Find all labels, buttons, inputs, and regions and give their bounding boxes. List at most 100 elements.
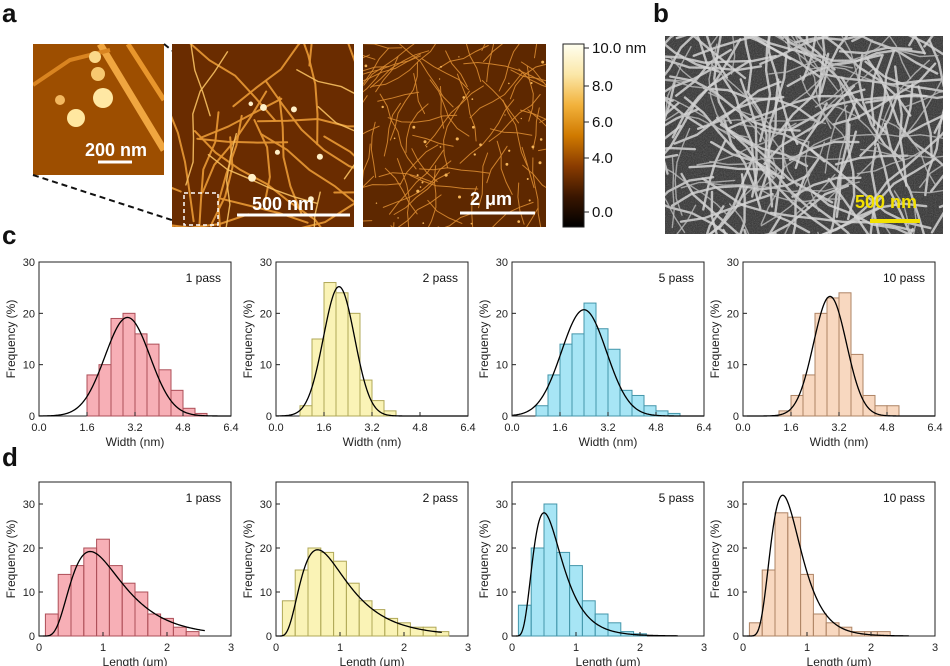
fiber-strand <box>502 99 528 166</box>
fit-curve <box>743 494 909 637</box>
fiber-strand <box>481 80 520 124</box>
fiber-strand <box>384 167 418 215</box>
panel-title: 10 pass <box>883 491 925 505</box>
x-tick-label: 2 <box>637 642 643 654</box>
colorbar-tick-label: 8.0 <box>592 78 613 95</box>
x-tick-label: 3.2 <box>600 422 615 434</box>
x-axis-label: Length (μm) <box>103 655 168 666</box>
fiber-strand <box>172 115 195 223</box>
wide-scale-label: 2 μm <box>470 189 512 209</box>
fiber-strand <box>363 183 401 188</box>
histogram-bar <box>44 613 59 637</box>
panel-title: 1 pass <box>186 271 221 285</box>
y-tick-label: 20 <box>496 543 508 555</box>
fit-curve <box>512 512 678 637</box>
fiber-strand <box>371 44 437 87</box>
fit-curve <box>39 550 205 637</box>
y-axis-label: Frequency (%) <box>241 300 255 379</box>
x-tick-label: 1.6 <box>316 422 331 434</box>
afm-inset-image <box>33 44 164 175</box>
fiber-strand <box>465 44 482 82</box>
fiber-strand <box>946 25 950 65</box>
particle <box>528 199 531 202</box>
fiber-strand <box>225 133 237 227</box>
colorbar-tick-label: 4.0 <box>592 150 613 167</box>
particle <box>457 195 462 199</box>
fiber-strand <box>532 107 540 150</box>
histogram-bar <box>134 591 149 637</box>
particle <box>520 117 522 120</box>
x-axis-label: Length (μm) <box>340 655 405 666</box>
particle <box>412 125 416 129</box>
fiber-strand <box>375 56 399 93</box>
fiber-strand <box>425 85 484 147</box>
fiber-strand <box>539 118 546 123</box>
histogram-bar <box>96 538 110 637</box>
fiber-strand <box>526 207 539 227</box>
histogram-bar <box>347 312 361 417</box>
fiber-strand <box>510 69 546 82</box>
histogram-bar <box>299 405 313 417</box>
y-tick-label: 20 <box>260 308 272 320</box>
colorbar-tick-label: 6.0 <box>592 114 613 131</box>
sem-image <box>665 0 950 234</box>
particle <box>422 222 425 224</box>
fiber-strand <box>492 201 534 227</box>
y-tick-label: 0 <box>733 631 739 643</box>
panel-label-b: b <box>653 0 669 28</box>
panel-title: 5 pass <box>659 491 694 505</box>
particle <box>539 138 543 141</box>
histogram-bar <box>787 516 802 637</box>
y-axis-label: Frequency (%) <box>477 520 491 599</box>
histogram-bar <box>569 565 583 637</box>
panel-title: 2 pass <box>423 491 458 505</box>
fiber-strand <box>520 61 546 87</box>
fiber-strand <box>678 0 746 33</box>
fiber-strand <box>363 53 421 75</box>
x-tick-label: 4.8 <box>648 422 663 434</box>
particle <box>508 149 511 152</box>
x-tick-label: 0.0 <box>504 422 519 434</box>
panel-title: 5 pass <box>659 271 694 285</box>
x-tick-label: 0.0 <box>31 422 46 434</box>
particle <box>479 143 482 147</box>
y-tick-label: 10 <box>727 360 739 372</box>
particle <box>517 220 521 223</box>
fiber-strand <box>398 44 454 108</box>
particle <box>538 161 542 165</box>
y-tick-label: 0 <box>266 411 272 423</box>
particle <box>290 106 297 113</box>
fiber-strand <box>389 149 444 215</box>
fiber-strand <box>296 69 354 94</box>
particle <box>444 173 448 177</box>
x-axis-label: Width (nm) <box>579 435 638 449</box>
fiber-strand <box>527 109 546 127</box>
y-tick-label: 0 <box>29 411 35 423</box>
histogram-bar <box>812 613 827 637</box>
particle <box>526 177 529 180</box>
particle <box>91 67 105 81</box>
histogram-bar <box>320 551 335 637</box>
histogram-bar <box>134 333 148 417</box>
histogram-bar <box>281 600 296 637</box>
fiber-strand <box>387 114 458 123</box>
particle <box>473 153 476 156</box>
y-tick-label: 0 <box>502 631 508 643</box>
x-tick-label: 4.8 <box>412 422 427 434</box>
fiber-strand <box>486 44 495 83</box>
x-tick-label: 2 <box>164 642 170 654</box>
inset-scale-label: 200 nm <box>85 140 147 160</box>
y-tick-label: 0 <box>266 631 272 643</box>
fiber-strand <box>443 90 470 169</box>
histogram-bar <box>311 338 325 417</box>
x-tick-label: 0.0 <box>268 422 283 434</box>
particle <box>55 95 65 105</box>
y-tick-label: 0 <box>29 631 35 643</box>
colorbar-ticks: 10.0 nm 8.0 6.0 4.0 0.0 <box>584 40 646 221</box>
particle <box>248 101 254 107</box>
fiber-strand <box>265 80 354 169</box>
fiber-strand <box>489 128 533 136</box>
